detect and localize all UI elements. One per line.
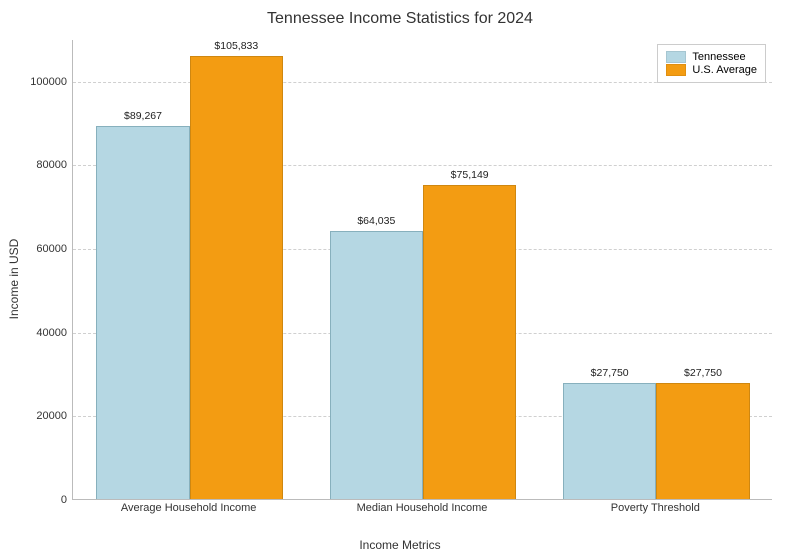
y-tick-label: 60000 bbox=[36, 243, 73, 255]
bar bbox=[330, 231, 423, 499]
bar bbox=[423, 185, 516, 499]
legend-item: Tennessee bbox=[666, 51, 757, 63]
bar-value-label: $75,149 bbox=[451, 169, 489, 181]
bar bbox=[190, 56, 283, 499]
y-tick-label: 100000 bbox=[30, 76, 73, 88]
legend-swatch bbox=[666, 51, 686, 63]
legend-swatch bbox=[666, 64, 686, 76]
bar-value-label: $105,833 bbox=[214, 40, 258, 52]
x-axis-label: Income Metrics bbox=[0, 538, 800, 552]
legend-label: Tennessee bbox=[692, 51, 745, 63]
bar bbox=[96, 126, 189, 499]
bar-value-label: $27,750 bbox=[591, 367, 629, 379]
bar-value-label: $89,267 bbox=[124, 110, 162, 122]
chart-title: Tennessee Income Statistics for 2024 bbox=[0, 10, 800, 28]
x-axis-categories: Average Household Income Median Household… bbox=[72, 502, 772, 522]
legend-item: U.S. Average bbox=[666, 64, 757, 76]
bar-value-label: $64,035 bbox=[357, 215, 395, 227]
legend-label: U.S. Average bbox=[692, 64, 757, 76]
plot-area: 020000400006000080000100000$89,267$105,8… bbox=[72, 40, 772, 500]
bar bbox=[563, 383, 656, 499]
x-tick-label: Poverty Threshold bbox=[611, 502, 700, 514]
y-axis-label: Income in USD bbox=[7, 239, 21, 320]
y-tick-label: 20000 bbox=[36, 410, 73, 422]
y-tick-label: 80000 bbox=[36, 159, 73, 171]
legend: TennesseeU.S. Average bbox=[657, 44, 766, 83]
x-tick-label: Average Household Income bbox=[121, 502, 257, 514]
x-tick-label: Median Household Income bbox=[357, 502, 488, 514]
bar-value-label: $27,750 bbox=[684, 367, 722, 379]
y-tick-label: 40000 bbox=[36, 327, 73, 339]
bar bbox=[656, 383, 749, 499]
income-chart: Tennessee Income Statistics for 2024 Inc… bbox=[0, 0, 800, 558]
